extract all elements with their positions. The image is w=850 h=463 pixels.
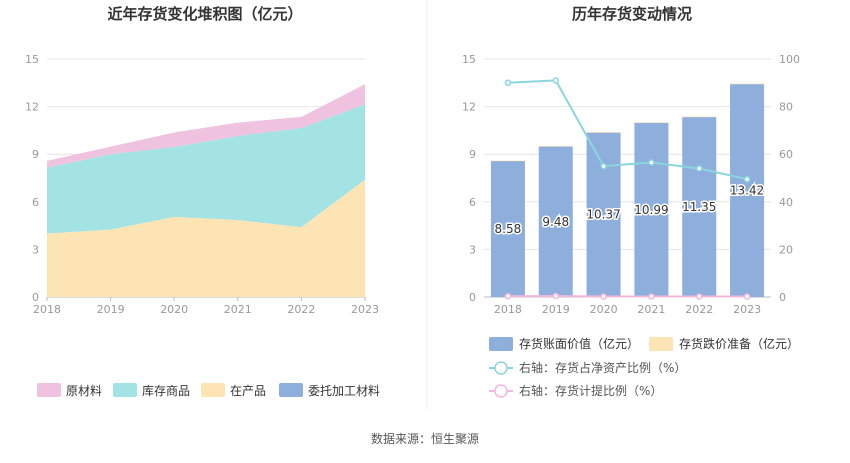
chart2-x-tick-label: 2022 bbox=[685, 303, 713, 316]
chart1-y-tick-label: 15 bbox=[25, 53, 39, 66]
chart2-line-point bbox=[553, 294, 558, 299]
chart2-y-tick-label: 6 bbox=[469, 196, 476, 209]
chart2-provision-bar bbox=[491, 161, 525, 162]
chart2-y2-tick-label: 80 bbox=[779, 101, 793, 114]
chart1-legend-swatch bbox=[201, 383, 225, 397]
chart1-y-tick-label: 3 bbox=[32, 243, 39, 256]
chart1-x-tick-label: 2020 bbox=[160, 303, 188, 316]
chart1-x-tick-label: 2023 bbox=[351, 303, 379, 316]
chart1-x-tick-label: 2021 bbox=[224, 303, 252, 316]
chart2-bar-value-label: 8.58 bbox=[495, 222, 522, 236]
chart1-legend-label: 委托加工材料 bbox=[308, 384, 380, 398]
chart1-legend-label: 原材料 bbox=[66, 384, 102, 398]
chart2-provision-bar bbox=[730, 84, 764, 85]
chart2-bar-value-label: 10.37 bbox=[586, 208, 620, 222]
chart2-y-axis-left: 0 3 6 9 12 15 bbox=[462, 53, 476, 304]
chart2-line-point bbox=[745, 177, 750, 182]
chart2-legend-swatch bbox=[489, 337, 513, 351]
chart2-bar-value-label: 11.35 bbox=[682, 200, 716, 214]
chart2-y-axis-right: 0 20 40 60 80 100 bbox=[779, 53, 800, 304]
chart2-y-tick-label: 0 bbox=[469, 291, 476, 304]
chart1-legend-swatch bbox=[113, 383, 137, 397]
chart2-legend-label: 右轴：存货计提比例（%） bbox=[519, 383, 662, 398]
chart1-areas bbox=[47, 84, 365, 297]
chart2-line-point bbox=[649, 294, 654, 299]
chart2-legend-swatch bbox=[649, 337, 673, 351]
chart2-bars bbox=[491, 84, 764, 297]
chart2-line-point bbox=[697, 294, 702, 299]
chart2-bar-value-label: 10.99 bbox=[634, 203, 668, 217]
chart2-provision-bar bbox=[539, 146, 573, 147]
chart1-legend: 原材料 库存商品 在产品 委托加工材料 bbox=[37, 383, 380, 398]
chart1-legend-swatch bbox=[279, 383, 303, 397]
chart1-y-tick-label: 9 bbox=[32, 148, 39, 161]
chart2-bar-value-label: 9.48 bbox=[542, 215, 569, 229]
chart1-x-tick-label: 2018 bbox=[33, 303, 61, 316]
chart2-line-point bbox=[553, 78, 558, 83]
chart2-x-tick-label: 2020 bbox=[590, 303, 618, 316]
chart2-y2-tick-label: 20 bbox=[779, 243, 793, 256]
chart2-y-tick-label: 9 bbox=[469, 148, 476, 161]
chart1-legend-label: 在产品 bbox=[230, 384, 266, 398]
chart2-legend: 存货账面价值（亿元） 存货跌价准备（亿元） 右轴：存货占净资产比例（%） 右轴：存货计… bbox=[489, 336, 799, 398]
chart1-legend-swatch bbox=[37, 383, 61, 397]
chart2-grid bbox=[484, 59, 771, 297]
chart1-title: 近年存货变化堆积图（亿元） bbox=[107, 5, 302, 23]
chart1-x-tick-label: 2022 bbox=[287, 303, 315, 316]
chart2-legend-marker bbox=[495, 362, 507, 374]
chart1-y-tick-label: 6 bbox=[32, 196, 39, 209]
chart2-x-tick-label: 2018 bbox=[494, 303, 522, 316]
chart2-legend-marker bbox=[495, 385, 507, 397]
chart2-data-labels: 8.58 9.48 10.37 10.99 11.35 13.42 bbox=[495, 184, 765, 236]
chart2-y-tick-label: 12 bbox=[462, 101, 476, 114]
chart2-y2-tick-label: 0 bbox=[779, 291, 786, 304]
chart2-y2-tick-label: 40 bbox=[779, 196, 793, 209]
chart2-line-point bbox=[601, 164, 606, 169]
chart2-legend-label: 右轴：存货占净资产比例（%） bbox=[519, 360, 686, 375]
chart2-y-tick-label: 3 bbox=[469, 243, 476, 256]
chart2-x-tick-label: 2023 bbox=[733, 303, 761, 316]
chart2-line-point bbox=[745, 294, 750, 299]
chart2-line-point bbox=[505, 80, 510, 85]
chart2-legend-label: 存货跌价准备（亿元） bbox=[679, 336, 799, 351]
chart2-x-tick-label: 2019 bbox=[542, 303, 570, 316]
chart2-provision-bar bbox=[682, 117, 716, 118]
chart2-y2-tick-label: 60 bbox=[779, 148, 793, 161]
chart2-bar-value-label: 13.42 bbox=[730, 184, 764, 198]
chart1-y-tick-label: 12 bbox=[25, 101, 39, 114]
chart1-legend-label: 库存商品 bbox=[142, 383, 190, 398]
bar-line-chart: 历年存货变动情况 8.58 9.48 10.37 10.99 11.35 13.42 0 3… bbox=[462, 5, 800, 398]
chart2-x-axis: 2018 2019 2020 2021 2022 2023 bbox=[494, 303, 761, 316]
chart1-area-2 bbox=[47, 104, 365, 233]
source-note: 数据来源：恒生聚源 bbox=[371, 431, 479, 446]
chart2-line-point bbox=[601, 294, 606, 299]
chart2-provision-bar bbox=[634, 122, 668, 123]
chart2-y-tick-label: 15 bbox=[462, 53, 476, 66]
chart1-x-axis: 2018 2019 2020 2021 2022 2023 bbox=[33, 297, 379, 316]
chart2-line-point bbox=[505, 294, 510, 299]
chart2-y2-tick-label: 100 bbox=[779, 53, 800, 66]
chart1-x-tick-label: 2019 bbox=[97, 303, 125, 316]
chart2-x-tick-label: 2021 bbox=[637, 303, 665, 316]
chart2-title: 历年存货变动情况 bbox=[572, 5, 692, 23]
chart2-line-point bbox=[697, 166, 702, 171]
chart2-provision-bar bbox=[587, 132, 621, 133]
chart2-line-point bbox=[649, 160, 654, 165]
chart2-legend-label: 存货账面价值（亿元） bbox=[519, 336, 639, 351]
